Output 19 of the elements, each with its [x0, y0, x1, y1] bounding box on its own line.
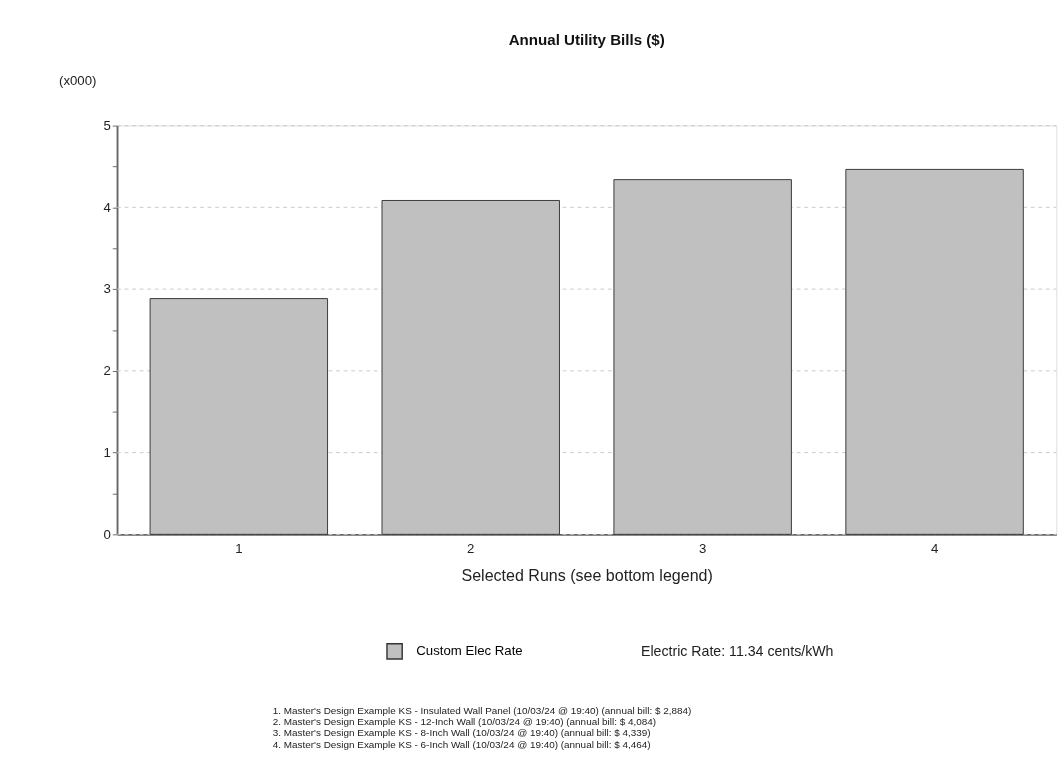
text: 4. Master's Design Example KS - 6-Inch Wall (10/03/24 @ 19:40) (annual bill: $ 4,464) [272, 738, 651, 750]
text: 2. Master's Design Example KS - 12-Inch Wall (10/03/24 @ 19:40) (annual bill: $ 4,084) [272, 716, 657, 728]
text: 3. Master's Design Example KS - 8-Inch Wall (10/03/24 @ 19:40) (annual bill: $ 4,339) [272, 727, 651, 739]
x-tick-label: 1 [235, 540, 243, 556]
text: 1. Master's Design Example KS - Insulated Wall Panel (10/03/24 @ 19:40) (annual bill: $ 2,884) [272, 704, 692, 716]
x-tick-label: 3 [698, 540, 707, 556]
y-tick-label: 4 [103, 199, 111, 215]
chart-title: Annual Utility Bills ($) [508, 31, 665, 49]
y-tick-label: 3 [103, 281, 111, 297]
text: Electric Rate: 11.34 cents/kWh [640, 643, 834, 660]
y-axis-title: (x000) [59, 73, 97, 89]
legend-label: Custom Elec Rate [416, 643, 523, 659]
y-tick-label: 1 [103, 444, 111, 460]
x-axis-title: Selected Runs (see bottom legend) [461, 566, 713, 585]
x-tick-label: 4 [930, 540, 939, 556]
x-tick-label: 2 [467, 540, 475, 556]
y-tick-label: 5 [103, 117, 111, 133]
y-tick-label: 2 [103, 363, 111, 379]
y-tick-label: 0 [103, 526, 111, 542]
